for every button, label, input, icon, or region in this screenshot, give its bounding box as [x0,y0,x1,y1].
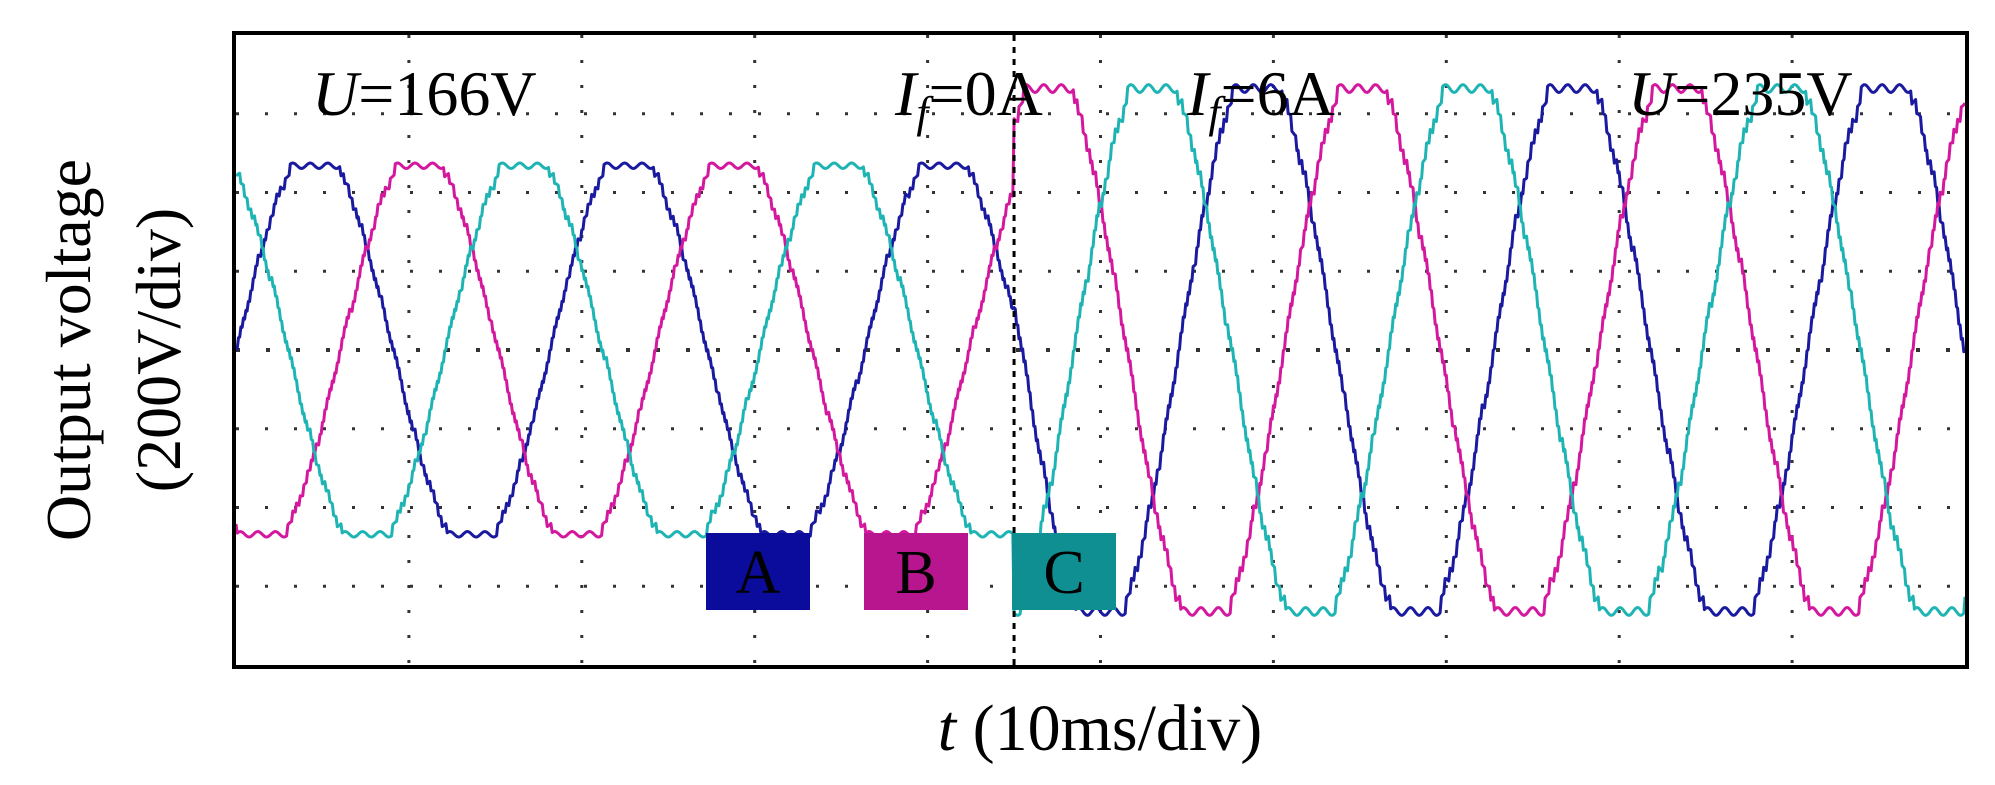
legend-phase-a: A [706,533,810,610]
y-axis-label-line1: Output voltage [33,159,104,541]
y-axis-label: Output voltage (200V/div) [33,159,194,541]
trace-phase-c [234,83,1967,617]
svg-text:C: C [1043,539,1084,607]
y-axis-label-line2: (200V/div) [123,208,194,492]
plot-frame [232,31,1969,669]
svg-text:B: B [895,539,936,607]
annotation-left-voltage: U=166V [312,58,537,129]
legend-phase-b: B [864,533,968,610]
annotation-left-field: If=0A [894,58,1043,137]
annotation-right-field: If=6A [1186,58,1335,137]
waveform-traces [234,83,1967,617]
svg-text:A: A [736,539,781,607]
annotation-right-voltage: U=235V [1628,58,1853,129]
legend-phase-c: C [1012,533,1116,610]
x-axis-label: t (10ms/div) [938,692,1263,765]
